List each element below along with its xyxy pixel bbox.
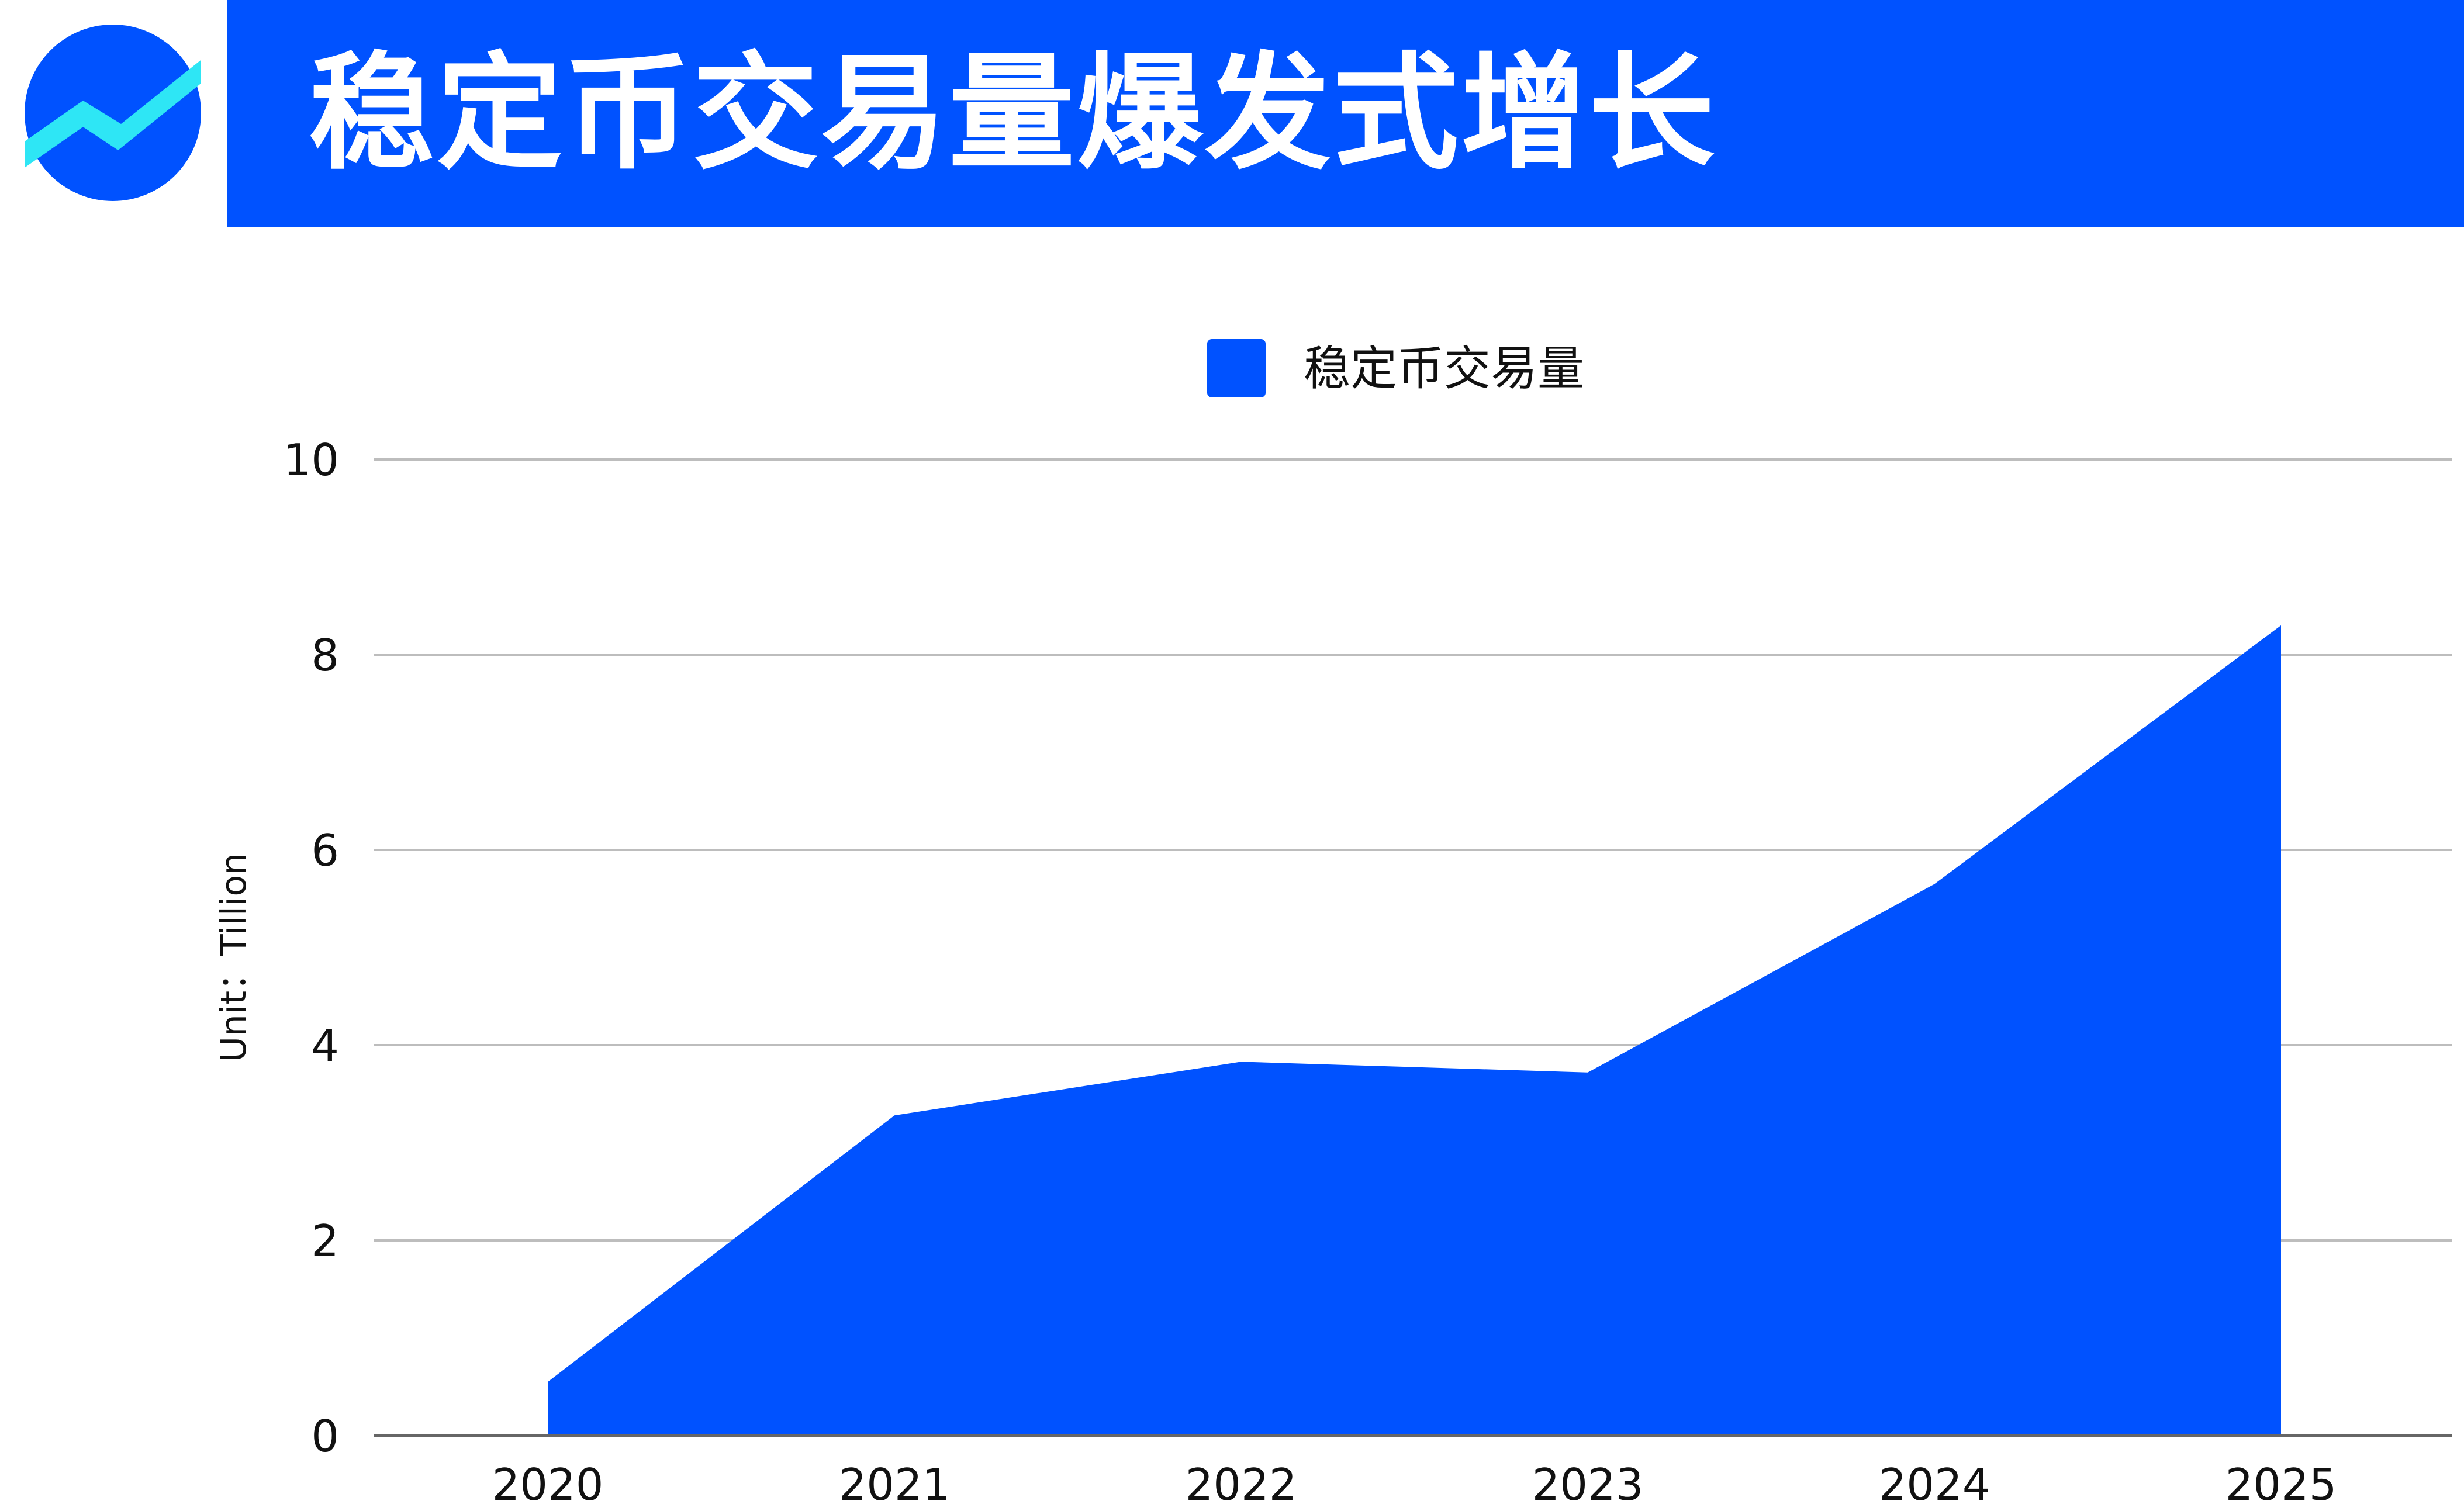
y-tick-label: 10 (284, 434, 339, 486)
x-tick-labels: 2020 2021 2022 2023 2024 2025 (492, 1459, 2337, 1504)
legend: 稳定币交易量 (1207, 339, 1584, 397)
y-axis-title: Unit：Tillion (213, 853, 254, 1062)
header: 稳定币交易量爆发式增长 (0, 0, 2464, 227)
series-area-layer (547, 625, 2282, 1436)
y-tick-labels: 0 2 4 6 8 10 (284, 434, 339, 1462)
y-tick-label: 4 (311, 1020, 339, 1071)
series-area (548, 625, 2281, 1436)
legend-swatch (1207, 339, 1266, 397)
y-tick-label: 8 (311, 630, 339, 681)
x-tick-label: 2024 (1879, 1459, 1990, 1504)
trend-up-icon (25, 25, 201, 201)
y-tick-label: 6 (311, 825, 339, 876)
title-bar: 稳定币交易量爆发式增长 (227, 0, 2464, 227)
x-tick-label: 2020 (492, 1459, 604, 1504)
page-title: 稳定币交易量爆发式增长 (309, 40, 1717, 186)
y-tick-label: 2 (311, 1215, 339, 1267)
y-tick-label: 0 (311, 1410, 339, 1462)
legend-label: 稳定币交易量 (1304, 341, 1584, 396)
x-tick-label: 2021 (839, 1459, 951, 1504)
x-tick-label: 2022 (1186, 1459, 1297, 1504)
x-tick-label: 2025 (2225, 1459, 2337, 1504)
x-tick-label: 2023 (1532, 1459, 1644, 1504)
